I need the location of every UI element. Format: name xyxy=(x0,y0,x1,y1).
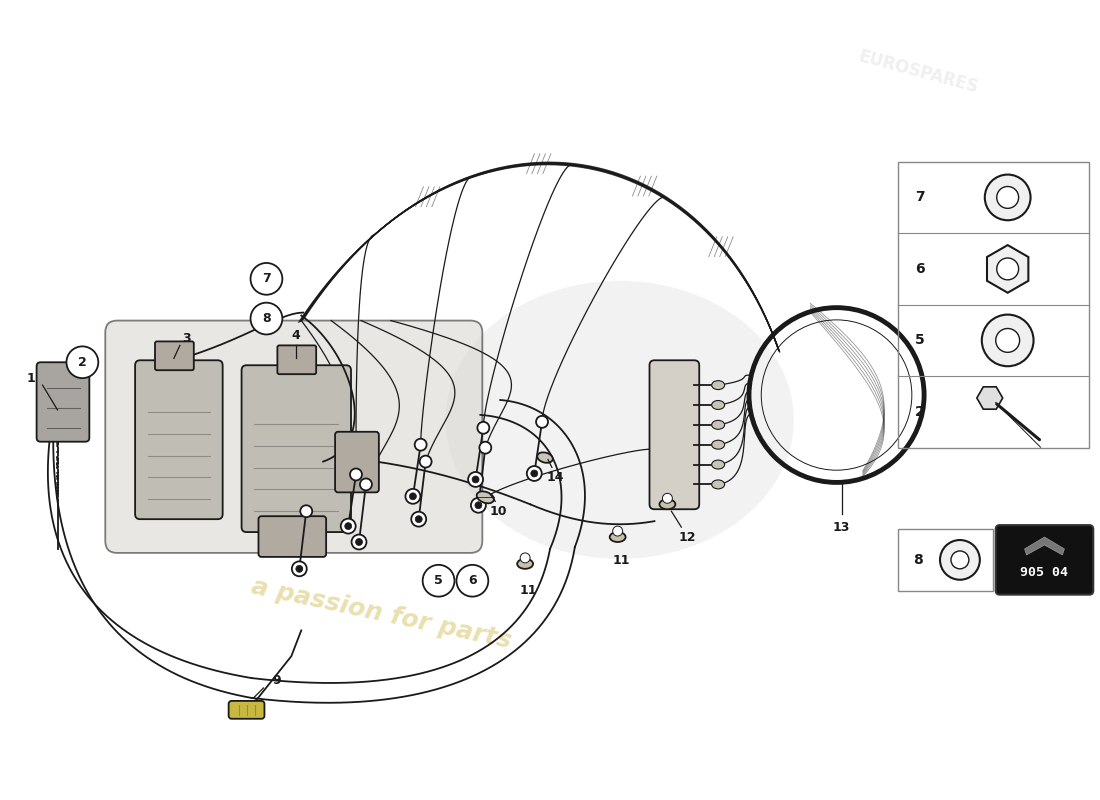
Circle shape xyxy=(415,438,427,450)
Ellipse shape xyxy=(712,440,725,449)
Circle shape xyxy=(409,493,417,500)
Circle shape xyxy=(66,346,98,378)
Ellipse shape xyxy=(476,491,494,503)
Circle shape xyxy=(296,566,303,572)
Text: 4: 4 xyxy=(292,329,300,342)
Circle shape xyxy=(996,329,1020,352)
Circle shape xyxy=(662,494,672,503)
FancyBboxPatch shape xyxy=(155,342,194,370)
Polygon shape xyxy=(1024,537,1065,555)
Circle shape xyxy=(475,502,482,509)
Text: 6: 6 xyxy=(915,262,925,276)
Text: EUROSPARES: EUROSPARES xyxy=(856,48,980,97)
Circle shape xyxy=(613,526,623,536)
Circle shape xyxy=(300,506,312,517)
Ellipse shape xyxy=(446,281,794,559)
Text: 5: 5 xyxy=(434,574,443,587)
Circle shape xyxy=(471,498,486,513)
Circle shape xyxy=(520,553,530,563)
Circle shape xyxy=(997,258,1019,280)
Ellipse shape xyxy=(659,499,675,510)
Text: 8: 8 xyxy=(913,553,923,567)
Text: 9: 9 xyxy=(272,674,280,686)
Text: 11: 11 xyxy=(613,554,630,567)
Circle shape xyxy=(341,518,355,534)
Text: 12: 12 xyxy=(679,530,696,543)
Circle shape xyxy=(355,538,363,546)
Circle shape xyxy=(527,466,541,481)
FancyBboxPatch shape xyxy=(36,362,89,442)
Circle shape xyxy=(360,478,372,490)
Circle shape xyxy=(422,565,454,597)
Circle shape xyxy=(477,422,490,434)
Text: 1: 1 xyxy=(26,372,35,385)
Circle shape xyxy=(531,470,538,477)
Polygon shape xyxy=(977,387,1003,409)
Text: 905 04: 905 04 xyxy=(1021,566,1068,579)
Circle shape xyxy=(251,302,283,334)
Circle shape xyxy=(940,540,980,580)
Text: 6: 6 xyxy=(469,574,476,587)
Circle shape xyxy=(469,472,483,487)
Circle shape xyxy=(411,512,426,526)
FancyBboxPatch shape xyxy=(229,701,264,718)
Circle shape xyxy=(350,469,362,481)
Polygon shape xyxy=(987,245,1028,293)
Circle shape xyxy=(456,565,488,597)
Ellipse shape xyxy=(712,420,725,430)
Circle shape xyxy=(982,314,1034,366)
Circle shape xyxy=(536,416,548,428)
FancyBboxPatch shape xyxy=(258,516,326,557)
FancyBboxPatch shape xyxy=(106,321,482,553)
Text: 14: 14 xyxy=(547,471,563,484)
Text: 7: 7 xyxy=(262,272,271,286)
Text: 2: 2 xyxy=(915,405,925,419)
Text: 10: 10 xyxy=(490,505,507,518)
Text: 3: 3 xyxy=(183,332,191,345)
Circle shape xyxy=(952,551,969,569)
Circle shape xyxy=(344,522,352,530)
Ellipse shape xyxy=(712,401,725,410)
FancyBboxPatch shape xyxy=(277,346,316,374)
Ellipse shape xyxy=(712,480,725,489)
Text: 2: 2 xyxy=(78,356,87,369)
Circle shape xyxy=(251,263,283,294)
Text: 11: 11 xyxy=(519,584,537,597)
Text: a passion for parts: a passion for parts xyxy=(249,574,514,653)
Circle shape xyxy=(480,442,492,454)
Circle shape xyxy=(472,476,480,483)
FancyBboxPatch shape xyxy=(336,432,378,492)
Text: 7: 7 xyxy=(915,190,925,205)
Circle shape xyxy=(406,489,420,504)
Ellipse shape xyxy=(609,532,626,542)
FancyBboxPatch shape xyxy=(135,360,222,519)
Circle shape xyxy=(997,186,1019,208)
Ellipse shape xyxy=(537,452,553,463)
Circle shape xyxy=(984,174,1031,220)
FancyBboxPatch shape xyxy=(242,366,351,532)
Text: 8: 8 xyxy=(262,312,271,325)
Circle shape xyxy=(352,534,366,550)
Circle shape xyxy=(415,516,422,522)
Ellipse shape xyxy=(517,559,534,569)
Text: 5: 5 xyxy=(915,334,925,347)
FancyBboxPatch shape xyxy=(996,525,1093,594)
Ellipse shape xyxy=(712,460,725,469)
Text: 13: 13 xyxy=(833,521,850,534)
Circle shape xyxy=(420,456,431,467)
FancyBboxPatch shape xyxy=(649,360,700,510)
Ellipse shape xyxy=(712,381,725,390)
Circle shape xyxy=(292,562,307,576)
